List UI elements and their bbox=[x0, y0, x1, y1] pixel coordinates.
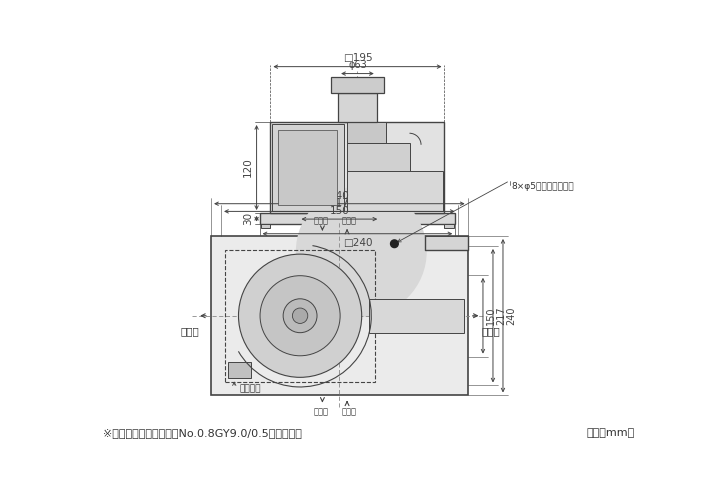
Bar bbox=[348, 122, 386, 143]
Text: 吹出し: 吹出し bbox=[341, 216, 356, 225]
Bar bbox=[426, 236, 467, 250]
Circle shape bbox=[292, 308, 307, 324]
Text: 150: 150 bbox=[330, 206, 349, 216]
Bar bbox=[211, 236, 467, 396]
Bar bbox=[348, 170, 443, 211]
Text: 吸込み: 吸込み bbox=[313, 407, 328, 416]
Bar bbox=[272, 123, 343, 211]
Text: 速結端子: 速結端子 bbox=[240, 385, 261, 394]
Circle shape bbox=[238, 254, 361, 377]
Text: 吹出し: 吹出し bbox=[341, 407, 356, 416]
Text: 217: 217 bbox=[496, 306, 506, 325]
Text: 吸込み: 吸込み bbox=[313, 216, 328, 225]
Text: 8×φ5据付穴（薄肉）: 8×φ5据付穴（薄肉） bbox=[511, 182, 574, 191]
Text: 120: 120 bbox=[243, 158, 253, 177]
Circle shape bbox=[296, 186, 427, 317]
Bar bbox=[225, 250, 375, 382]
Bar bbox=[338, 93, 377, 122]
Text: 240: 240 bbox=[330, 191, 349, 201]
Bar bbox=[330, 78, 384, 93]
Text: ※グリル色調はマンセルNo.0.8GY9.0/0.5（近似色）: ※グリル色調はマンセルNo.0.8GY9.0/0.5（近似色） bbox=[104, 428, 302, 438]
Text: （単位mm）: （単位mm） bbox=[586, 428, 634, 438]
Text: 217: 217 bbox=[330, 198, 349, 208]
Text: □240: □240 bbox=[343, 237, 372, 247]
Bar bbox=[271, 122, 444, 213]
Bar bbox=[444, 224, 454, 228]
Text: 240: 240 bbox=[506, 306, 516, 325]
Bar bbox=[369, 299, 464, 333]
Text: 吸込み: 吸込み bbox=[180, 327, 199, 337]
Text: 30: 30 bbox=[243, 212, 253, 225]
Bar bbox=[261, 224, 271, 228]
Text: 150: 150 bbox=[486, 306, 496, 325]
Circle shape bbox=[390, 240, 398, 247]
Bar bbox=[278, 130, 338, 205]
Bar bbox=[348, 143, 410, 170]
Text: □195: □195 bbox=[343, 53, 372, 63]
Text: φ63: φ63 bbox=[348, 60, 366, 71]
Bar bbox=[228, 361, 251, 379]
Text: 吹出し: 吹出し bbox=[481, 327, 500, 337]
Circle shape bbox=[260, 276, 340, 356]
Bar bbox=[260, 213, 455, 224]
Circle shape bbox=[283, 299, 317, 333]
